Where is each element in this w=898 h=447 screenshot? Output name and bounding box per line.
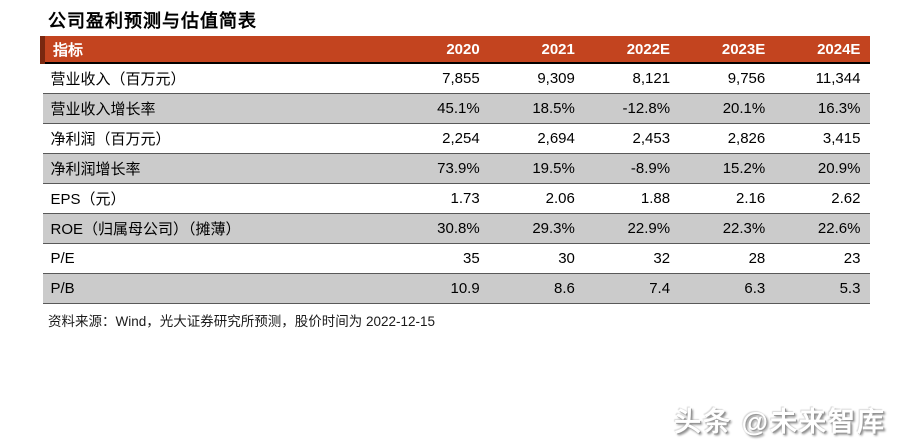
value-cell: 28 (680, 242, 776, 273)
value-cell: 2,453 (584, 122, 681, 153)
value-cell: 2,254 (394, 122, 490, 153)
value-cell: 1.73 (394, 182, 490, 213)
value-cell: 35 (394, 242, 490, 273)
value-cell: 30 (489, 242, 585, 273)
value-cell: 22.6% (775, 212, 871, 243)
value-cell: 73.9% (394, 152, 490, 183)
header-2023e: 2023E (680, 36, 776, 64)
table-row: 营业收入增长率 45.1% 18.5% -12.8% 20.1% 16.3% (42, 92, 871, 123)
header-2020: 2020 (394, 36, 490, 64)
metric-label: 营业收入增长率 (42, 92, 395, 123)
value-cell: 8,121 (632, 69, 671, 87)
value-cell: 2.06 (489, 182, 585, 213)
value-cell: 45.1% (394, 92, 490, 123)
watermark: 头条 @未来智库 (674, 407, 886, 437)
source-note: 资料来源：Wind，光大证券研究所预测，股价时间为 2022-12-15 (48, 314, 436, 329)
value-cell: 7,855 (442, 69, 480, 87)
page-title: 公司盈利预测与估值简表 (48, 11, 257, 31)
header-metric: 指标 (40, 36, 395, 64)
value-cell: -12.8% (584, 92, 681, 123)
value-cell: 6.3 (680, 272, 776, 304)
value-cell: 15.2% (680, 152, 776, 183)
value-cell: 2,826 (680, 122, 776, 153)
metric-label: 净利润增长率 (42, 152, 395, 183)
financial-forecast-table: 指标 2020 2021 2022E 2023E 2024E 营业收入（百万元）… (40, 36, 871, 304)
value-cell: 22.3% (680, 212, 776, 243)
table-row: P/E 35 30 32 28 23 (42, 242, 871, 273)
metric-label: 净利润（百万元） (42, 122, 395, 153)
table-row: 营业收入（百万元） 7,855 9,309 8,121 9,756 11,344 (43, 63, 871, 93)
value-cell: -8.9% (584, 152, 681, 183)
value-cell: 20.9% (775, 152, 871, 183)
value-cell: 9,756 (727, 69, 766, 87)
value-cell: 18.5% (489, 92, 585, 123)
table-row: P/B 10.9 8.6 7.4 6.3 5.3 (42, 272, 871, 304)
metric-label: EPS（元） (42, 182, 395, 213)
value-cell: 19.5% (489, 152, 585, 183)
table-row: 净利润增长率 73.9% 19.5% -8.9% 15.2% 20.9% (42, 152, 871, 183)
value-cell: 30.8% (394, 212, 490, 243)
metric-label: P/B (42, 272, 395, 304)
value-cell: 3,415 (775, 122, 871, 153)
value-cell: 22.9% (584, 212, 681, 243)
value-cell: 16.3% (775, 92, 871, 123)
value-cell: 20.1% (680, 92, 776, 123)
header-2024e: 2024E (775, 36, 871, 64)
value-cell: 8.6 (489, 272, 585, 304)
table-header-row: 指标 2020 2021 2022E 2023E 2024E (40, 36, 871, 64)
value-cell: 10.9 (394, 272, 490, 304)
table-row: ROE（归属母公司）（摊薄） 30.8% 29.3% 22.9% 22.3% 2… (42, 212, 871, 243)
value-cell: 7.4 (584, 272, 681, 304)
header-2022e: 2022E (584, 36, 681, 64)
value-cell: 2.62 (775, 182, 871, 213)
table-row: 净利润（百万元） 2,254 2,694 2,453 2,826 3,415 (42, 122, 871, 153)
value-cell: 2,694 (489, 122, 585, 153)
header-2021: 2021 (489, 36, 585, 64)
table-row: EPS（元） 1.73 2.06 1.88 2.16 2.62 (42, 182, 871, 213)
metric-label: P/E (42, 242, 395, 273)
value-cell: 9,309 (537, 69, 575, 87)
value-cell: 11,344 (815, 69, 861, 87)
value-cell: 32 (584, 242, 681, 273)
metric-label: 营业收入（百万元） (50, 70, 186, 88)
value-cell: 5.3 (775, 272, 871, 304)
value-cell: 1.88 (584, 182, 681, 213)
metric-label: ROE（归属母公司）（摊薄） (42, 212, 395, 243)
value-cell: 2.16 (680, 182, 776, 213)
value-cell: 29.3% (489, 212, 585, 243)
value-cell: 23 (775, 242, 871, 273)
